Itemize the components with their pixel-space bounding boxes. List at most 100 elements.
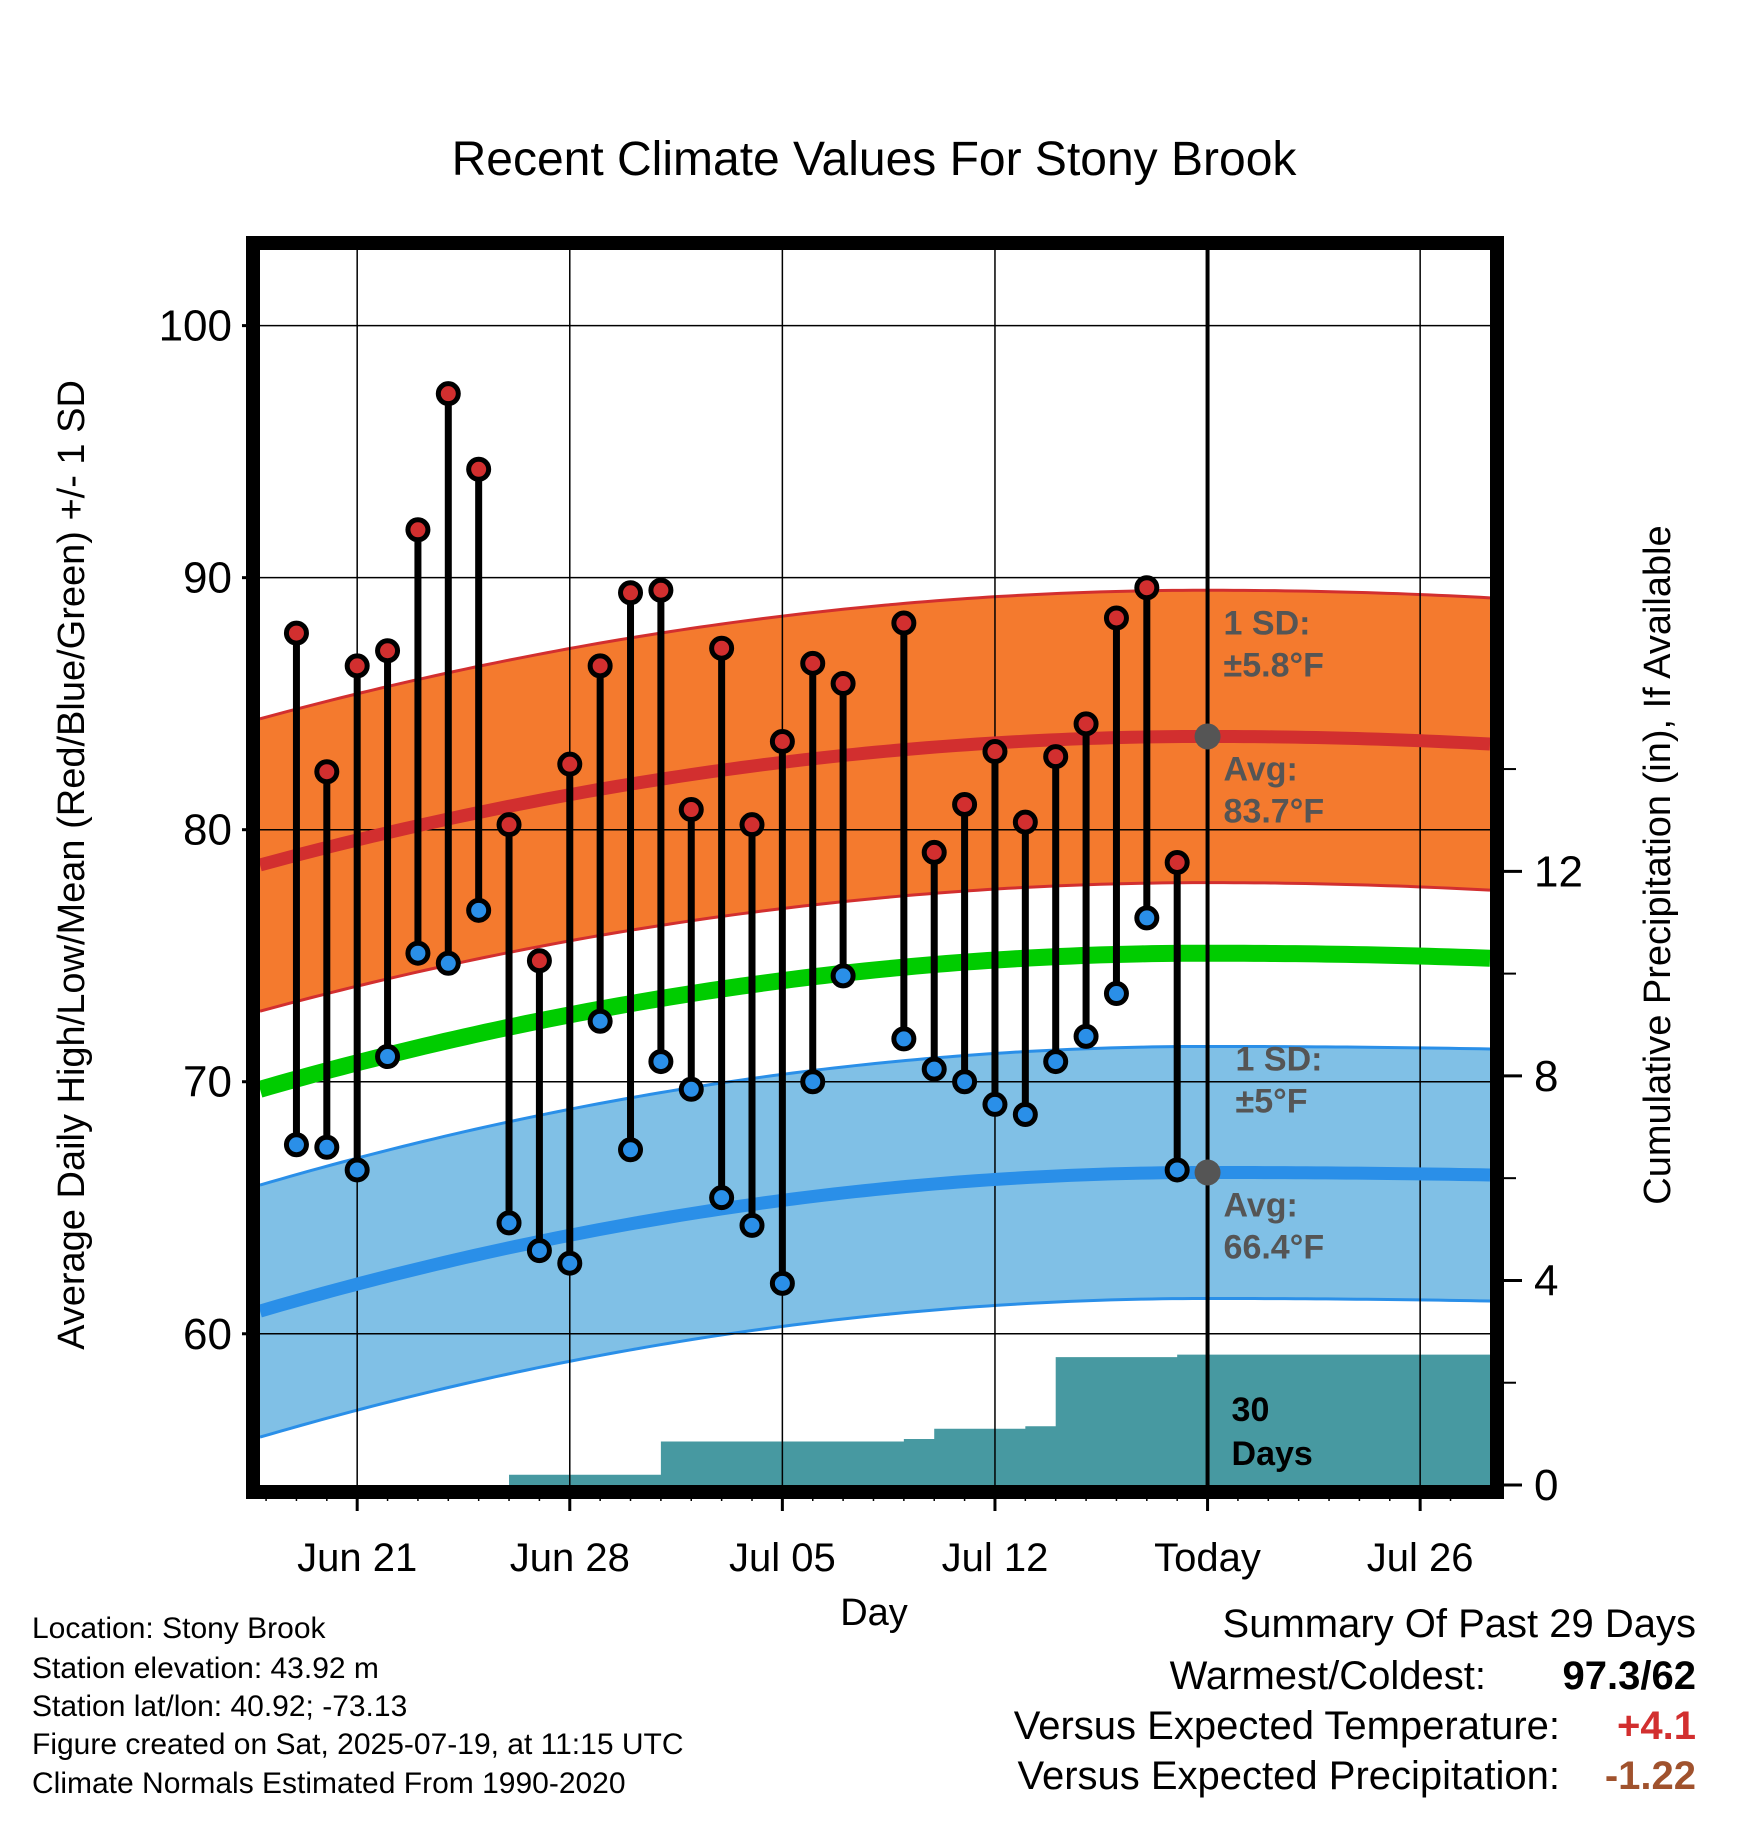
y2-tick-label: 0 bbox=[1534, 1461, 1558, 1510]
today-high-normal-marker bbox=[1194, 723, 1221, 750]
daily-low-point bbox=[526, 1238, 552, 1264]
high-sd-band-lower-edge bbox=[260, 881, 1490, 1013]
daily-high-point bbox=[587, 653, 613, 679]
daily-low-point bbox=[314, 1134, 340, 1160]
x-tick-label: Jul 26 bbox=[1367, 1536, 1474, 1580]
daily-high-point bbox=[891, 610, 917, 636]
daily-low-point bbox=[557, 1250, 583, 1276]
daily-low-point bbox=[1164, 1157, 1190, 1183]
daily-high-point bbox=[466, 456, 492, 482]
low-avg-annotation: Avg: 66.4°F bbox=[1224, 1186, 1325, 1266]
daily-low-point bbox=[800, 1069, 826, 1095]
daily-high-point bbox=[1103, 605, 1129, 631]
daily-high-point bbox=[1073, 711, 1099, 737]
info-normals: Climate Normals Estimated From 1990-2020 bbox=[32, 1767, 626, 1800]
x-tick-label: Jun 21 bbox=[297, 1536, 417, 1580]
daily-high-point bbox=[435, 381, 461, 407]
daily-high-point bbox=[952, 791, 978, 817]
low-sd-band-upper-edge bbox=[260, 1044, 1490, 1187]
daily-low-point bbox=[496, 1210, 522, 1236]
daily-high-point bbox=[648, 577, 674, 603]
daily-low-point bbox=[830, 963, 856, 989]
daily-low-point bbox=[952, 1069, 978, 1095]
daily-low-point bbox=[921, 1056, 947, 1082]
low-sd-band-lower-edge bbox=[260, 1296, 1490, 1439]
daily-low-point bbox=[618, 1137, 644, 1163]
y2-tick-label: 8 bbox=[1534, 1052, 1558, 1101]
x-axis-label: Day bbox=[840, 1592, 908, 1634]
daily-high-point bbox=[618, 580, 644, 606]
summary-temp-value: +4.1 bbox=[1617, 1704, 1696, 1748]
x-tick-label: Today bbox=[1154, 1536, 1261, 1580]
y-tick-label: 90 bbox=[183, 554, 232, 603]
daily-high-point bbox=[344, 653, 370, 679]
low-sd-annotation: 1 SD: ±5°F bbox=[1236, 1040, 1323, 1120]
x-tick-label: Jul 05 bbox=[729, 1536, 836, 1580]
high-avg-annotation: Avg: 83.7°F bbox=[1224, 750, 1325, 830]
daily-high-point bbox=[405, 517, 431, 543]
daily-high-point bbox=[283, 620, 309, 646]
daily-high-point bbox=[314, 759, 340, 785]
daily-low-point bbox=[982, 1091, 1008, 1117]
y-tick-label: 70 bbox=[183, 1058, 232, 1107]
daily-high-point bbox=[526, 948, 552, 974]
daily-low-point bbox=[769, 1270, 795, 1296]
daily-low-point bbox=[709, 1185, 735, 1211]
daily-high-point bbox=[739, 812, 765, 838]
daily-high-point bbox=[1164, 849, 1190, 875]
summary-warm-cold-label: Warmest/Coldest: bbox=[1169, 1654, 1486, 1698]
days-annotation: 30 Days bbox=[1232, 1391, 1313, 1473]
info-location: Location: Stony Brook bbox=[32, 1612, 326, 1645]
x-tick-label: Jul 12 bbox=[942, 1536, 1049, 1580]
daily-low-point bbox=[435, 950, 461, 976]
daily-high-point bbox=[982, 739, 1008, 765]
x-tick-label: Jun 28 bbox=[510, 1536, 630, 1580]
daily-low-point bbox=[1134, 905, 1160, 931]
daily-low-point bbox=[587, 1008, 613, 1034]
summary-warm-cold-value: 97.3/62 bbox=[1562, 1654, 1696, 1698]
summary-precip-value: -1.22 bbox=[1604, 1754, 1696, 1798]
summary-precip-label: Versus Expected Precipitation: bbox=[1017, 1754, 1560, 1798]
daily-low-point bbox=[648, 1049, 674, 1075]
y2-axis-label: Cumulative Precipitation (in), If Availa… bbox=[1637, 525, 1679, 1204]
daily-high-point bbox=[800, 650, 826, 676]
daily-low-point bbox=[405, 940, 431, 966]
daily-low-point bbox=[1043, 1049, 1069, 1075]
normal-low-line bbox=[260, 1165, 1490, 1318]
today-low-normal-marker bbox=[1194, 1159, 1221, 1186]
daily-low-point bbox=[466, 897, 492, 923]
info-elevation: Station elevation: 43.92 m bbox=[32, 1652, 379, 1685]
daily-low-point bbox=[283, 1132, 309, 1158]
daily-low-point bbox=[1103, 981, 1129, 1007]
daily-high-point bbox=[1012, 809, 1038, 835]
y-axis-label: Average Daily High/Low/Mean (Red/Blue/Gr… bbox=[51, 380, 93, 1350]
daily-low-point bbox=[1073, 1023, 1099, 1049]
high-sd-annotation: 1 SD: ±5.8°F bbox=[1224, 604, 1324, 684]
normal-high-line bbox=[260, 729, 1490, 872]
chart-title: Recent Climate Values For Stony Brook bbox=[452, 133, 1298, 186]
info-latlon: Station lat/lon: 40.92; -73.13 bbox=[32, 1690, 408, 1723]
daily-high-point bbox=[709, 635, 735, 661]
normal-mean-line bbox=[260, 944, 1490, 1098]
info-created: Figure created on Sat, 2025-07-19, at 11… bbox=[32, 1728, 684, 1761]
daily-high-point bbox=[1043, 744, 1069, 770]
daily-high-point bbox=[496, 812, 522, 838]
daily-high-point bbox=[769, 728, 795, 754]
daily-high-point bbox=[557, 751, 583, 777]
y-tick-label: 60 bbox=[183, 1310, 232, 1359]
daily-high-point bbox=[375, 638, 401, 664]
y2-tick-label: 12 bbox=[1534, 847, 1583, 896]
y2-tick-label: 4 bbox=[1534, 1256, 1558, 1305]
daily-low-point bbox=[739, 1212, 765, 1238]
daily-high-point bbox=[921, 839, 947, 865]
daily-low-point bbox=[891, 1026, 917, 1052]
daily-low-point bbox=[1012, 1102, 1038, 1127]
daily-low-point bbox=[375, 1044, 401, 1070]
daily-low-point bbox=[678, 1076, 704, 1102]
summary-temp-label: Versus Expected Temperature: bbox=[1013, 1704, 1560, 1748]
daily-high-point bbox=[830, 671, 856, 697]
high-sd-band-upper-edge bbox=[260, 588, 1490, 721]
plot-frame-right-thick bbox=[1490, 243, 1504, 1492]
y-tick-label: 80 bbox=[183, 806, 232, 855]
